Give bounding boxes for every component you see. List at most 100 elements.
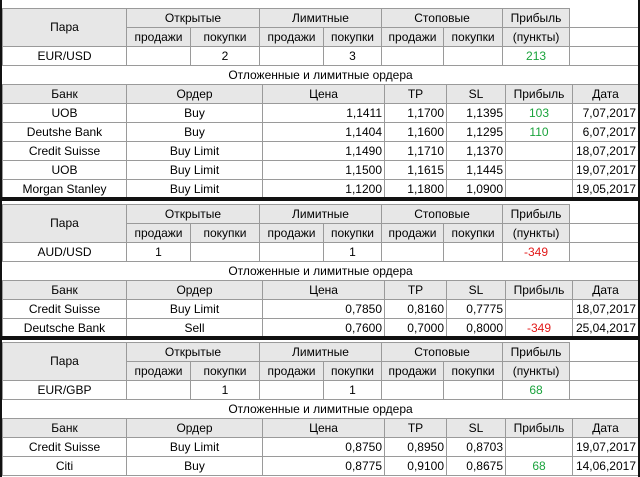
sl-cell: 1,1445 (446, 160, 506, 180)
bank-cell: Morgan Stanley (2, 179, 127, 199)
summary-table-eurgbp: Пара Открытые Лимитные Стоповые Прибыль … (2, 342, 639, 419)
header-pair: Пара (2, 342, 127, 381)
header-sell: продажи (381, 223, 445, 243)
stop-buy-cell (443, 242, 504, 262)
order-row: Morgan Stanley Buy Limit 1,1200 1,1800 1,090… (2, 179, 639, 199)
date-cell: 7,07,2017 (572, 103, 639, 123)
open-sell-cell (126, 380, 191, 400)
order-row: UOB Buy 1,1411 1,1700 1,1395 103 7,07,2017 (2, 103, 639, 123)
header-profit: Прибыль (502, 204, 571, 224)
header-limit: Лимитные (258, 342, 383, 362)
header-buy: покупки (322, 223, 383, 243)
tp-cell: 1,1710 (384, 141, 447, 161)
summary-table-eurusd: Пара Открытые Лимитные Стоповые Прибыль … (2, 8, 639, 85)
orders-table-eurgbp: Банк Ордер Цена TP SL Прибыль Дата Credi… (2, 418, 639, 476)
date-cell: 19,07,2017 (572, 160, 639, 180)
header-buy: покупки (443, 223, 504, 243)
order-row: Citi Buy 0,8775 0,9100 0,8675 68 14,06,2017 (2, 456, 639, 476)
summary-table-audusd: Пара Открытые Лимитные Стоповые Прибыль … (2, 204, 639, 281)
header-points: (пункты) (502, 223, 571, 243)
profit-cell: 103 (505, 103, 573, 123)
col-price: Цена (262, 84, 385, 104)
order-row: Credit Suisse Buy Limit 0,7850 0,8160 0,7775… (2, 299, 639, 319)
price-cell: 1,1500 (262, 160, 385, 180)
pair-cell: EUR/USD (2, 46, 127, 66)
sl-cell: 1,1295 (446, 122, 506, 142)
header-sell: продажи (126, 223, 191, 243)
open-buy-cell: 1 (190, 380, 260, 400)
header-limit: Лимитные (258, 8, 383, 28)
header-open: Открытые (126, 8, 260, 28)
stop-sell-cell (381, 242, 445, 262)
order-type-cell: Buy Limit (126, 179, 263, 199)
header-profit: Прибыль (502, 342, 571, 362)
col-price: Цена (262, 280, 385, 300)
header-buy: покупки (190, 361, 260, 381)
header-buy: покупки (322, 361, 383, 381)
date-cell: 18,07,2017 (572, 299, 639, 319)
bank-cell: UOB (2, 160, 127, 180)
header-stop: Стоповые (381, 342, 504, 362)
tp-cell: 1,1615 (384, 160, 447, 180)
profit-cell: 68 (505, 456, 573, 476)
header-stop: Стоповые (381, 8, 504, 28)
profit-cell: 110 (505, 122, 573, 142)
tp-cell: 0,8950 (384, 437, 447, 457)
date-cell: 18,07,2017 (572, 141, 639, 161)
order-type-cell: Sell (126, 318, 263, 338)
orders-body: UOB Buy 1,1411 1,1700 1,1395 103 7,07,2017 Deut… (2, 103, 639, 199)
col-price: Цена (262, 418, 385, 438)
header-sell: продажи (381, 27, 445, 47)
stop-buy-cell (443, 380, 504, 400)
right-border (638, 0, 640, 477)
profit-cell: -349 (505, 318, 573, 338)
limit-buy-cell: 3 (322, 46, 383, 66)
orders-body: Credit Suisse Buy Limit 0,7850 0,8160 0,7775… (2, 299, 639, 338)
bank-cell: Credit Suisse (2, 299, 127, 319)
order-type-cell: Buy Limit (126, 299, 263, 319)
price-cell: 1,1200 (262, 179, 385, 199)
col-tp: TP (384, 84, 447, 104)
order-type-cell: Buy Limit (126, 437, 263, 457)
col-tp: TP (384, 418, 447, 438)
orders-table-eurusd: Банк Ордер Цена TP SL Прибыль Дата UOB Bu… (2, 84, 639, 199)
col-profit: Прибыль (505, 84, 573, 104)
order-type-cell: Buy (126, 122, 263, 142)
col-date: Дата (572, 418, 639, 438)
profit-cell (505, 141, 573, 161)
col-profit: Прибыль (505, 280, 573, 300)
price-cell: 1,1490 (262, 141, 385, 161)
tp-cell: 0,7000 (384, 318, 447, 338)
date-cell: 14,06,2017 (572, 456, 639, 476)
order-row: UOB Buy Limit 1,1500 1,1615 1,1445 19,07,2017 (2, 160, 639, 180)
block-separator (0, 336, 640, 340)
col-sl: SL (446, 84, 506, 104)
sl-cell: 0,7775 (446, 299, 506, 319)
header-limit: Лимитные (258, 204, 383, 224)
order-type-cell: Buy Limit (126, 160, 263, 180)
bank-cell: UOB (2, 103, 127, 123)
col-order: Ордер (126, 280, 263, 300)
order-type-cell: Buy Limit (126, 141, 263, 161)
date-cell: 19,07,2017 (572, 437, 639, 457)
open-sell-cell: 1 (126, 242, 191, 262)
date-cell: 6,07,2017 (572, 122, 639, 142)
col-order: Ордер (126, 418, 263, 438)
orders-table-audusd: Банк Ордер Цена TP SL Прибыль Дата Credi… (2, 280, 639, 338)
open-buy-cell (190, 242, 260, 262)
price-cell: 1,1411 (262, 103, 385, 123)
sl-cell: 0,8675 (446, 456, 506, 476)
price-cell: 0,8775 (262, 456, 385, 476)
profit-cell (505, 179, 573, 199)
tp-cell: 0,8160 (384, 299, 447, 319)
sl-cell: 1,1395 (446, 103, 506, 123)
orders-body: Credit Suisse Buy Limit 0,8750 0,8950 0,8703… (2, 437, 639, 476)
col-tp: TP (384, 280, 447, 300)
header-buy: покупки (443, 27, 504, 47)
order-row: Credit Suisse Buy Limit 1,1490 1,1710 1,1370… (2, 141, 639, 161)
price-cell: 0,7600 (262, 318, 385, 338)
pair-cell: EUR/GBP (2, 380, 127, 400)
header-sell: продажи (126, 361, 191, 381)
orders-title: Отложенные и лимитные ордера (2, 399, 639, 419)
